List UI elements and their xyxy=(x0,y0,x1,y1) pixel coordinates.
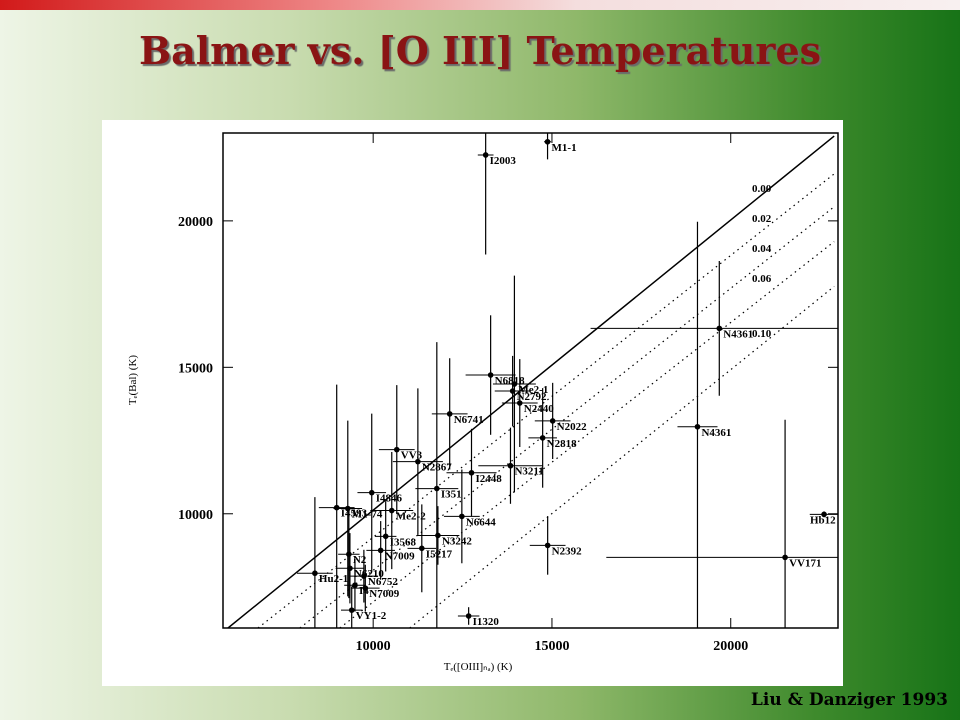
point-label: Hu2-1 xyxy=(319,573,348,585)
chart-background xyxy=(102,120,843,686)
data-point xyxy=(509,388,516,394)
data-point xyxy=(549,418,556,424)
point-label: I1320 xyxy=(473,616,500,628)
point-label: N6210 xyxy=(354,568,384,580)
reference-line xyxy=(299,206,835,628)
point-label: VV171 xyxy=(789,557,821,569)
data-point xyxy=(333,504,340,511)
top-bar xyxy=(0,0,960,10)
reference-line-label: 0.04 xyxy=(752,243,772,255)
data-point xyxy=(487,372,494,378)
point-label: N6818 xyxy=(495,375,525,387)
data-point xyxy=(344,505,351,512)
data-point xyxy=(346,551,352,557)
point-label: I4846 xyxy=(376,493,403,505)
x-tick-label: 10000 xyxy=(356,639,391,654)
data-point xyxy=(694,423,701,430)
data-point xyxy=(716,325,723,332)
point-label: N7009 xyxy=(369,588,399,600)
point-label: Hb12 xyxy=(810,514,836,526)
data-point xyxy=(465,613,472,619)
point-label: M1-74 xyxy=(352,508,383,520)
data-point xyxy=(352,582,358,589)
point-label: N4361 xyxy=(723,328,753,340)
point-label: N2440 xyxy=(524,403,554,415)
point-label: N2818 xyxy=(547,438,577,450)
point-label: I4 xyxy=(359,585,369,597)
citation: Liu & Danziger 1993 xyxy=(750,690,948,710)
data-point xyxy=(434,485,440,492)
x-axis-label: Tₑ([OIII]ₙₐ) (K) xyxy=(444,661,513,673)
x-tick-label: 15000 xyxy=(534,639,569,654)
point-label: VV3 xyxy=(401,450,423,462)
x-tick-label: 20000 xyxy=(713,639,748,654)
data-point xyxy=(435,532,441,539)
point-label: Me2-1 xyxy=(518,384,548,396)
point-label: N2392 xyxy=(552,545,582,557)
point-label: N3242 xyxy=(442,535,472,547)
data-point xyxy=(544,138,551,145)
data-point xyxy=(516,400,523,406)
data-point xyxy=(388,507,395,514)
data-point xyxy=(382,533,389,540)
point-label: I5217 xyxy=(426,548,453,560)
reference-line-label: 0.06 xyxy=(752,273,772,285)
data-point xyxy=(419,545,425,552)
plot-frame xyxy=(222,132,839,629)
point-label: I2448 xyxy=(476,473,503,485)
data-point xyxy=(821,511,827,518)
y-tick-label: 20000 xyxy=(178,215,213,230)
data-point xyxy=(482,152,489,158)
plot-area xyxy=(227,133,838,628)
y-tick-label: 10000 xyxy=(178,508,213,523)
point-label: N3211 xyxy=(514,466,543,478)
point-label: N6741 xyxy=(454,414,484,426)
reference-line-label: 0.10 xyxy=(752,328,772,340)
data-point xyxy=(468,469,475,476)
data-point xyxy=(544,542,551,549)
reference-line-label: 0.00 xyxy=(752,183,772,195)
data-point xyxy=(368,489,375,496)
reference-line xyxy=(257,173,835,628)
point-label: I3568 xyxy=(390,536,417,548)
point-label: N7009 xyxy=(385,550,415,562)
data-point xyxy=(362,585,369,591)
point-label: N2022 xyxy=(557,421,587,433)
data-point xyxy=(347,565,353,572)
reference-line-label: 0.02 xyxy=(752,213,772,225)
y-tick-label: 15000 xyxy=(178,361,213,376)
point-label: Me2-2 xyxy=(396,511,426,523)
point-label: I2003 xyxy=(490,155,517,167)
reference-line xyxy=(227,135,835,628)
point-label: N6644 xyxy=(466,516,496,528)
point-label: N6752 xyxy=(368,576,398,588)
data-point xyxy=(507,462,514,469)
data-point xyxy=(459,513,465,520)
data-point xyxy=(348,607,355,613)
data-point xyxy=(782,554,788,561)
data-point xyxy=(377,547,384,554)
point-label: N2792 xyxy=(517,391,547,403)
point-label: I351 xyxy=(441,489,462,501)
data-point xyxy=(312,570,318,577)
point-label: N2 xyxy=(353,554,367,566)
point-label: VY1-2 xyxy=(356,610,387,622)
point-label: N2867 xyxy=(422,462,452,474)
y-axis-label: Tₑ(Bal) (K) xyxy=(127,355,139,405)
point-label: I4593 xyxy=(341,508,368,520)
point-label: N4361 xyxy=(701,427,731,439)
data-point xyxy=(393,446,400,453)
data-point xyxy=(539,435,546,441)
data-point xyxy=(415,458,421,465)
data-point xyxy=(446,411,453,417)
slide-title: Balmer vs. [O III] Temperatures xyxy=(138,28,822,73)
point-label: M1-1 xyxy=(552,142,577,154)
